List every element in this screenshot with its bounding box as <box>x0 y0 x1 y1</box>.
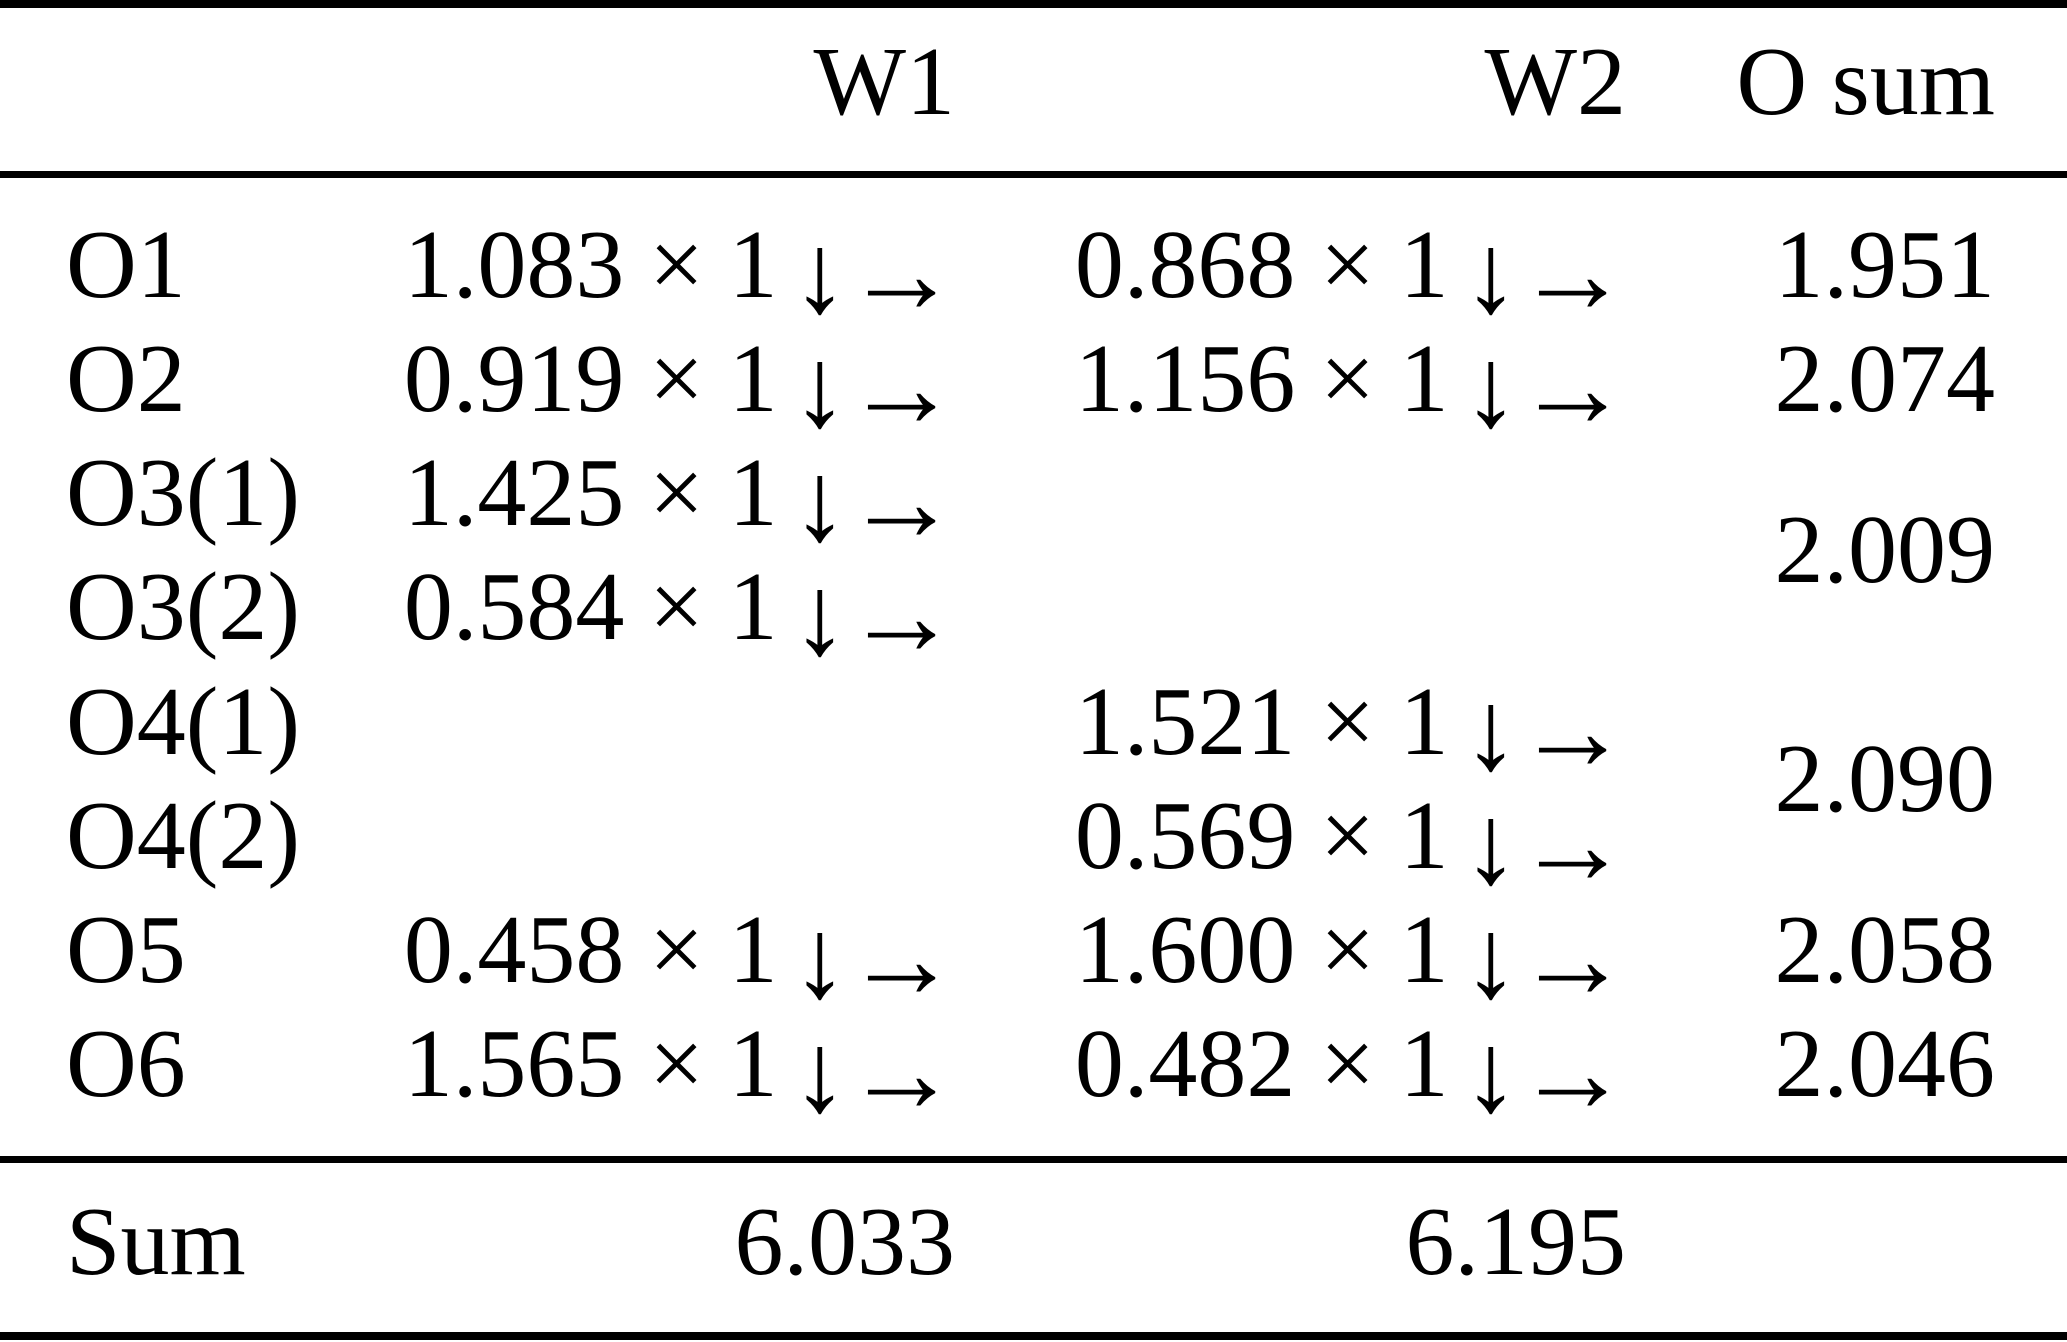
header-w1: W1 <box>813 28 956 136</box>
o6-w1: 1.565 × 1 ↓→ <box>404 1015 959 1130</box>
o4-2-w2-value: 0.569 × 1 <box>1074 782 1449 890</box>
o6-w2: 0.482 × 1 ↓→ <box>1075 1015 1630 1130</box>
o5-w1: 0.458 × 1 ↓→ <box>404 901 959 1016</box>
o6-w1-value: 1.565 × 1 <box>403 1010 778 1118</box>
sum-label: Sum <box>66 1188 246 1296</box>
down-right-arrow-icon: ↓→ <box>1462 210 1629 337</box>
o4-1-label: O4(1) <box>66 668 301 776</box>
o2-w2: 1.156 × 1 ↓→ <box>1075 330 1630 445</box>
o5-w2-value: 1.600 × 1 <box>1074 896 1449 1004</box>
top-rule <box>0 0 2067 8</box>
down-right-arrow-icon: ↓→ <box>1462 781 1629 908</box>
o2-w1: 0.919 × 1 ↓→ <box>404 330 959 445</box>
o3-group-sum: 2.009 <box>1774 496 1996 604</box>
sum-w1-total: 6.033 <box>734 1188 956 1296</box>
down-right-arrow-icon: ↓→ <box>791 552 958 679</box>
header-osum: O sum <box>1736 28 1995 136</box>
down-right-arrow-icon: ↓→ <box>791 895 958 1022</box>
down-right-arrow-icon: ↓→ <box>1462 324 1629 451</box>
o5-w2: 1.600 × 1 ↓→ <box>1075 901 1630 1016</box>
o5-w1-value: 0.458 × 1 <box>403 896 778 1004</box>
o1-w1: 1.083 × 1 ↓→ <box>404 216 959 331</box>
o4-group-sum: 2.090 <box>1774 725 1996 833</box>
header-w2: W2 <box>1484 28 1627 136</box>
down-right-arrow-icon: ↓→ <box>791 324 958 451</box>
o5-label: O5 <box>66 896 186 1004</box>
down-right-arrow-icon: ↓→ <box>791 1009 958 1136</box>
o3-1-w1: 1.425 × 1 ↓→ <box>404 444 959 559</box>
o3-2-w1-value: 0.584 × 1 <box>403 553 778 661</box>
o2-osum: 2.074 <box>1774 325 1996 433</box>
o1-w1-value: 1.083 × 1 <box>403 211 778 319</box>
o3-2-label: O3(2) <box>66 553 301 661</box>
o4-1-w2: 1.521 × 1 ↓→ <box>1075 673 1630 788</box>
down-right-arrow-icon: ↓→ <box>1462 667 1629 794</box>
o1-w2: 0.868 × 1 ↓→ <box>1075 216 1630 331</box>
o2-w2-value: 1.156 × 1 <box>1074 325 1449 433</box>
o1-osum: 1.951 <box>1774 211 1996 319</box>
bottom-rule <box>0 1332 2067 1340</box>
o2-w1-value: 0.919 × 1 <box>403 325 778 433</box>
down-right-arrow-icon: ↓→ <box>1462 895 1629 1022</box>
o4-1-w2-value: 1.521 × 1 <box>1074 668 1449 776</box>
o1-w2-value: 0.868 × 1 <box>1074 211 1449 319</box>
down-right-arrow-icon: ↓→ <box>791 438 958 565</box>
header-rule <box>0 171 2067 178</box>
o6-label: O6 <box>66 1010 186 1118</box>
sum-w2-total: 6.195 <box>1405 1188 1627 1296</box>
o4-2-label: O4(2) <box>66 782 301 890</box>
o1-label: O1 <box>66 211 186 319</box>
footer-rule <box>0 1156 2067 1163</box>
o3-1-label: O3(1) <box>66 439 301 547</box>
o3-2-w1: 0.584 × 1 ↓→ <box>404 558 959 673</box>
o5-osum: 2.058 <box>1774 896 1996 1004</box>
o6-osum: 2.046 <box>1774 1010 1996 1118</box>
down-right-arrow-icon: ↓→ <box>791 210 958 337</box>
o6-w2-value: 0.482 × 1 <box>1074 1010 1449 1118</box>
o3-1-w1-value: 1.425 × 1 <box>403 439 778 547</box>
down-right-arrow-icon: ↓→ <box>1462 1009 1629 1136</box>
o4-2-w2: 0.569 × 1 ↓→ <box>1075 787 1630 902</box>
o2-label: O2 <box>66 325 186 433</box>
